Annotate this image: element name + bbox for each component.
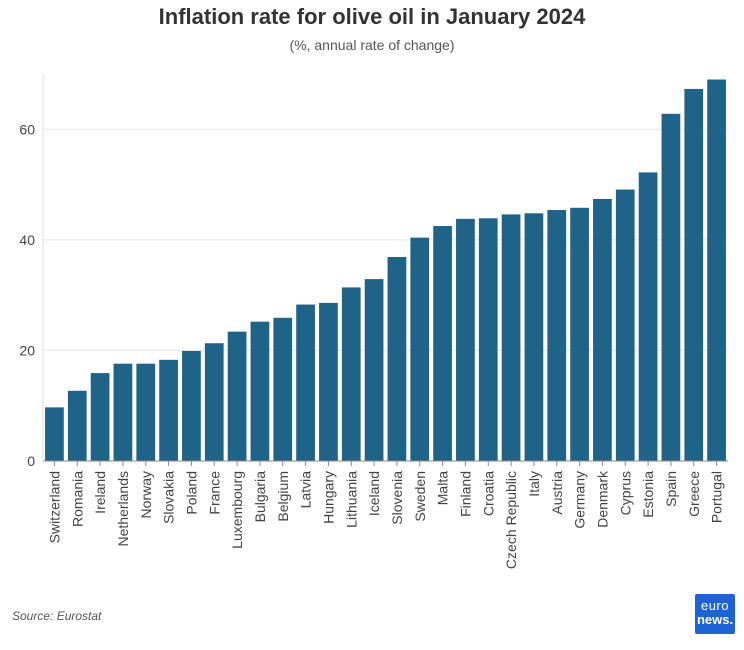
- bar: [661, 113, 681, 461]
- euronews-logo: euro news.: [695, 594, 735, 634]
- bar: [364, 279, 384, 461]
- chart-title: Inflation rate for olive oil in January …: [158, 4, 586, 29]
- bar: [113, 363, 133, 461]
- x-tick-label: Romania: [69, 471, 85, 527]
- y-tick-label: 20: [19, 342, 35, 358]
- x-tick-label: Denmark: [594, 470, 610, 528]
- x-tick-label: Lithuania: [343, 471, 359, 528]
- x-tick-label: Bulgaria: [252, 471, 268, 523]
- x-tick-label: Hungary: [320, 471, 336, 524]
- x-axis: Switzerland Romania Ireland Netherlands Norw…: [43, 460, 728, 569]
- bar: [524, 213, 544, 461]
- chart-subtitle: (%, annual rate of change): [289, 37, 455, 53]
- x-tick-label: Iceland: [366, 471, 382, 516]
- x-tick-label: Estonia: [640, 471, 656, 518]
- bar: [684, 88, 704, 462]
- x-tick-label: Slovenia: [389, 471, 405, 525]
- bar: [273, 317, 293, 461]
- bar: [319, 302, 338, 461]
- bar: [410, 237, 430, 461]
- x-tick-label: Italy: [526, 471, 542, 497]
- y-tick-label: 0: [27, 453, 35, 469]
- x-tick-label: Switzerland: [46, 471, 62, 543]
- x-tick-label: Austria: [549, 471, 565, 515]
- bar: [501, 214, 521, 461]
- x-tick-label: Luxembourg: [229, 471, 245, 549]
- bar: [45, 407, 64, 461]
- logo-line2: news.: [696, 612, 734, 627]
- x-tick-label: Greece: [686, 471, 702, 517]
- bar: [433, 226, 452, 461]
- bar: [296, 304, 315, 461]
- x-tick-label: Sweden: [412, 471, 428, 522]
- x-tick-label: Belgium: [275, 471, 291, 522]
- x-tick-label: Czech Republic: [503, 471, 519, 569]
- bar: [638, 172, 658, 461]
- bars: [45, 79, 726, 462]
- bar: [570, 207, 589, 461]
- bar: [250, 321, 270, 461]
- logo-line1: euro: [700, 598, 730, 613]
- gridlines: [43, 128, 728, 351]
- x-tick-label: Norway: [138, 471, 154, 518]
- source-note: Source: Eurostat: [12, 609, 102, 623]
- y-axis: 0 20 40 60: [19, 74, 44, 469]
- y-tick-label: 40: [19, 232, 35, 248]
- bar: [478, 218, 498, 461]
- bar: [341, 287, 361, 461]
- x-tick-label: Cyprus: [617, 471, 633, 515]
- bar: [593, 198, 612, 461]
- bar: [204, 343, 224, 461]
- x-tick-label: Germany: [572, 471, 588, 529]
- bar: [90, 373, 110, 461]
- bar: [136, 363, 156, 461]
- x-tick-label: Ireland: [92, 471, 108, 514]
- bar: [707, 79, 726, 462]
- x-tick-label: Malta: [435, 471, 451, 505]
- x-tick-label: Spain: [663, 471, 679, 507]
- x-tick-label: Latvia: [298, 471, 314, 509]
- bar: [456, 218, 475, 461]
- bar: [547, 210, 567, 461]
- x-tick-label: Portugal: [709, 471, 725, 523]
- x-tick-label: Finland: [457, 471, 473, 517]
- bar: [227, 331, 247, 461]
- x-tick-label: Slovakia: [161, 471, 177, 524]
- bar-chart: 0 20 40 60 Switzerland Romania Ireland Netherl…: [19, 74, 728, 569]
- x-tick-label: France: [206, 471, 222, 515]
- bar: [159, 359, 178, 461]
- x-tick-label: Poland: [183, 471, 199, 515]
- bar: [182, 350, 201, 461]
- y-tick-label: 60: [19, 121, 35, 137]
- bar: [387, 256, 407, 461]
- x-tick-label: Netherlands: [115, 471, 131, 547]
- bar: [67, 390, 87, 461]
- bar: [615, 189, 635, 461]
- x-tick-label: Croatia: [480, 471, 496, 516]
